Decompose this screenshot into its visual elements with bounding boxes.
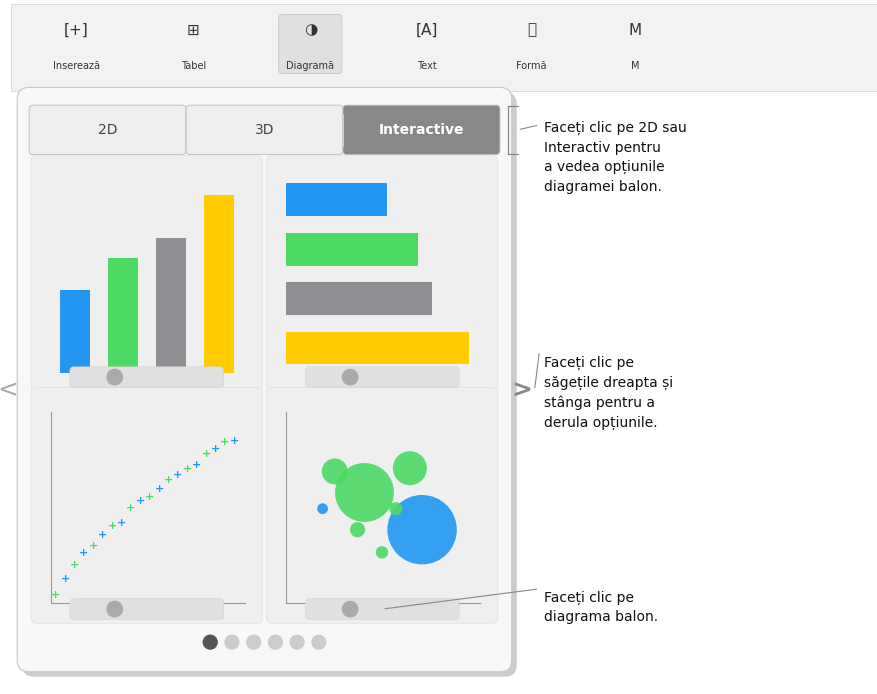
FancyBboxPatch shape — [267, 155, 497, 391]
FancyBboxPatch shape — [305, 599, 459, 620]
Bar — [155, 239, 186, 373]
FancyBboxPatch shape — [186, 105, 343, 155]
Text: +: + — [51, 589, 61, 600]
Text: M: M — [628, 23, 641, 37]
Text: +: + — [201, 449, 210, 459]
Text: Formă: Formă — [516, 60, 546, 71]
Circle shape — [225, 635, 239, 649]
FancyBboxPatch shape — [22, 92, 517, 677]
Text: +: + — [164, 475, 173, 485]
Text: +: + — [107, 521, 117, 532]
Text: +: + — [173, 471, 182, 480]
Text: Interactive: Interactive — [378, 123, 464, 137]
Bar — [108, 258, 138, 373]
Circle shape — [290, 635, 303, 649]
Text: 2D: 2D — [97, 123, 118, 137]
Bar — [286, 332, 468, 364]
FancyBboxPatch shape — [343, 105, 499, 155]
Text: +: + — [220, 437, 229, 447]
Text: +: + — [61, 574, 69, 584]
FancyBboxPatch shape — [18, 87, 511, 672]
Circle shape — [203, 635, 217, 649]
Text: 3D: 3D — [254, 123, 274, 137]
Point — [357, 487, 371, 498]
Circle shape — [311, 635, 325, 649]
Text: ◑: ◑ — [303, 23, 317, 37]
Text: +: + — [229, 436, 239, 446]
FancyBboxPatch shape — [31, 155, 262, 391]
Text: Text: Text — [417, 60, 437, 71]
Text: Inserează: Inserează — [53, 60, 100, 71]
Point — [415, 524, 429, 535]
Text: Faceți clic pe
diagrama balon.: Faceți clic pe diagrama balon. — [544, 591, 658, 625]
Bar — [286, 183, 386, 217]
Text: ⧉: ⧉ — [526, 23, 535, 37]
Text: [+]: [+] — [64, 23, 89, 37]
Point — [327, 466, 341, 477]
Text: +: + — [145, 492, 154, 502]
Text: >: > — [510, 378, 531, 403]
Text: +: + — [117, 518, 126, 527]
Circle shape — [107, 369, 122, 384]
Text: +: + — [182, 464, 192, 473]
Text: [A]: [A] — [416, 23, 438, 37]
Circle shape — [107, 602, 122, 617]
Bar — [11, 4, 877, 92]
Circle shape — [246, 635, 260, 649]
Text: +: + — [135, 496, 145, 506]
Bar — [286, 232, 417, 266]
Point — [389, 503, 403, 514]
Bar — [60, 290, 89, 373]
Bar — [203, 195, 233, 373]
FancyBboxPatch shape — [267, 387, 497, 623]
Circle shape — [342, 602, 358, 617]
Text: +: + — [70, 560, 79, 570]
Text: +: + — [192, 460, 201, 470]
FancyBboxPatch shape — [305, 366, 459, 387]
Text: Faceți clic pe
săgețile dreapta și
stânga pentru a
derula opțiunile.: Faceți clic pe săgețile dreapta și stâng… — [544, 356, 673, 430]
Point — [315, 503, 329, 514]
Text: Diagramă: Diagramă — [286, 60, 334, 71]
Text: +: + — [79, 548, 89, 558]
FancyBboxPatch shape — [278, 15, 341, 74]
Circle shape — [342, 369, 358, 384]
Circle shape — [268, 635, 282, 649]
Text: Faceți clic pe 2D sau
Interactiv pentru
a vedea opțiunile
diagramei balon.: Faceți clic pe 2D sau Interactiv pentru … — [544, 121, 687, 194]
Text: +: + — [89, 541, 98, 551]
Point — [350, 524, 364, 535]
Point — [374, 547, 389, 558]
FancyBboxPatch shape — [70, 366, 224, 387]
Text: M: M — [631, 60, 638, 71]
Text: Tabel: Tabel — [181, 60, 206, 71]
Text: +: + — [210, 443, 220, 454]
FancyBboxPatch shape — [29, 105, 186, 155]
Text: <: < — [0, 378, 18, 403]
FancyBboxPatch shape — [31, 387, 262, 623]
Text: +: + — [98, 530, 107, 540]
Text: +: + — [154, 484, 163, 493]
FancyBboxPatch shape — [70, 599, 224, 620]
Text: +: + — [126, 503, 135, 513]
Point — [403, 463, 417, 474]
Text: ⊞: ⊞ — [187, 23, 199, 37]
Bar — [286, 282, 431, 315]
